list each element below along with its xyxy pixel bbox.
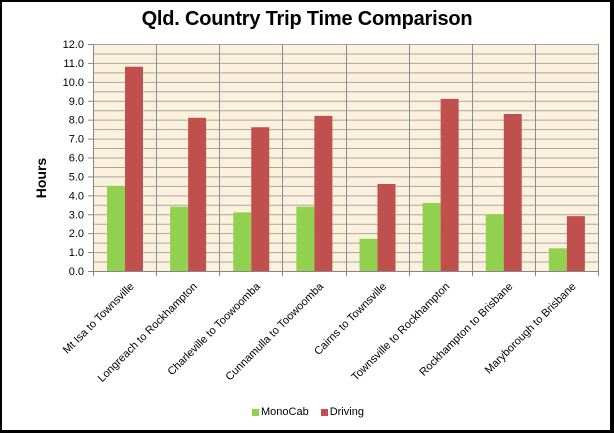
bar-monocab-7 xyxy=(548,248,567,271)
bar-driving-0 xyxy=(125,66,143,271)
bar-driving-1 xyxy=(188,117,207,272)
svg-text:4.0: 4.0 xyxy=(69,190,84,202)
bar-driving-5 xyxy=(440,98,459,271)
bar-monocab-4 xyxy=(359,238,378,271)
bar-monocab-2 xyxy=(233,212,252,271)
bar-monocab-0 xyxy=(107,185,125,271)
bar-monocab-6 xyxy=(485,214,504,271)
svg-text:11.0: 11.0 xyxy=(63,58,84,70)
legend-label-monocab: MonoCab xyxy=(261,406,309,418)
svg-text:5.0: 5.0 xyxy=(69,171,84,183)
legend-item-driving: Driving xyxy=(320,406,364,418)
svg-text:7.0: 7.0 xyxy=(69,134,84,146)
svg-text:1.0: 1.0 xyxy=(69,247,84,259)
axes xyxy=(88,44,599,276)
svg-text:3.0: 3.0 xyxy=(69,209,84,221)
svg-text:6.0: 6.0 xyxy=(69,153,84,165)
bar-driving-3 xyxy=(314,115,333,271)
svg-text:2.0: 2.0 xyxy=(69,228,84,240)
x-axis-label: Mt Isa to Townsville xyxy=(61,281,137,357)
bar-series xyxy=(107,66,585,272)
svg-text:12.0: 12.0 xyxy=(63,39,84,51)
bar-monocab-1 xyxy=(170,206,189,271)
svg-text:8.0: 8.0 xyxy=(69,115,84,127)
legend-label-driving: Driving xyxy=(329,406,364,418)
legend-swatch-driving xyxy=(320,408,328,416)
bar-driving-2 xyxy=(251,127,270,271)
legend-item-monocab: MonoCab xyxy=(252,406,309,418)
svg-text:0.0: 0.0 xyxy=(69,266,84,278)
bar-monocab-3 xyxy=(296,206,315,271)
bar-monocab-5 xyxy=(422,202,441,271)
bar-driving-6 xyxy=(503,113,522,271)
svg-text:10.0: 10.0 xyxy=(63,77,84,89)
bar-driving-7 xyxy=(566,216,585,271)
chart-title: Qld. Country Trip Time Comparison xyxy=(141,8,473,30)
legend-swatch-monocab xyxy=(252,408,259,416)
svg-text:9.0: 9.0 xyxy=(69,96,84,108)
y-axis-ticks: 0.0 1.0 2.0 3.0 4.0 5.0 6.0 7.0 8.0 9.0 10.0 11.0 12… xyxy=(63,39,84,278)
legend: MonoCab Driving xyxy=(252,405,364,419)
bar-driving-4 xyxy=(377,183,396,271)
